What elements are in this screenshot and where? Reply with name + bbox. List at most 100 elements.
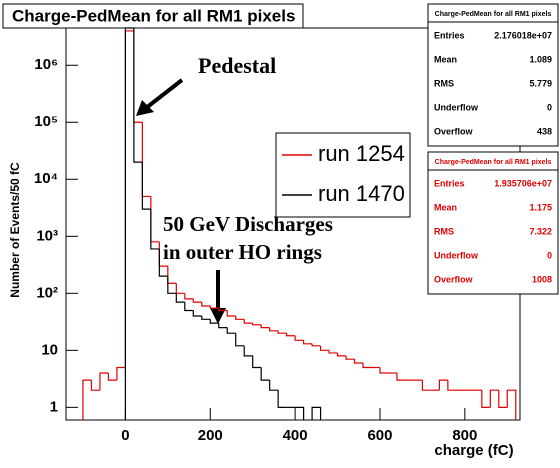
legend-box <box>275 132 411 218</box>
stats-value: 5.779 <box>529 78 552 88</box>
histogram-bin <box>353 359 364 364</box>
stats-value: 2.176018e+07 <box>494 30 552 40</box>
histogram-bin <box>421 380 431 391</box>
histogram-bin <box>235 316 245 320</box>
histogram-bin <box>269 380 279 391</box>
stats-value: 1.089 <box>529 54 552 64</box>
histogram-bin <box>447 380 457 391</box>
histogram-bin <box>124 27 134 420</box>
histogram-bin <box>438 379 448 391</box>
y-tick-label: 10³ <box>36 227 58 244</box>
x-tick-label: 800 <box>452 427 477 444</box>
arrow-head <box>210 308 226 324</box>
histogram-bin <box>90 380 100 391</box>
histogram-bin <box>286 333 296 337</box>
stats-box <box>427 151 559 295</box>
y-tick-label: 1 <box>50 398 58 415</box>
y-axis-label: Number of Events/50 fC <box>8 162 22 298</box>
stats-box <box>427 3 559 147</box>
histogram-bin <box>260 324 270 329</box>
y-tick-label: 10² <box>36 284 58 301</box>
histogram-bin <box>184 302 194 312</box>
chart-title: Charge-PedMean for all RM1 pixels <box>12 6 295 25</box>
stats-label: Overflow <box>434 274 474 284</box>
histogram-bin <box>133 28 143 163</box>
stats-value: 1.175 <box>529 202 552 212</box>
histogram-bin <box>362 362 372 369</box>
arrow <box>144 78 184 110</box>
legend-label: run 1470 <box>318 181 405 206</box>
histogram-bin <box>498 390 508 408</box>
histogram-bin <box>116 366 126 381</box>
stats-value: 438 <box>537 126 552 136</box>
histogram-bin <box>175 283 185 294</box>
histogram-bin <box>252 323 262 326</box>
histogram-bin <box>328 350 338 354</box>
histogram-bin <box>260 367 270 381</box>
y-tick-label: 10⁵ <box>34 113 58 130</box>
histogram-bin <box>269 327 279 332</box>
stats-label: Underflow <box>434 102 479 112</box>
x-tick-label: 600 <box>367 427 392 444</box>
stats-value: 1008 <box>532 274 552 284</box>
y-tick-label: 10⁴ <box>34 170 58 187</box>
histogram-bin <box>295 406 305 420</box>
histogram-bin <box>489 389 499 408</box>
histogram-bin <box>192 298 202 303</box>
stats-label: Mean <box>434 54 457 64</box>
histogram-bin <box>303 340 313 345</box>
histogram-bin <box>226 327 236 334</box>
histogram-bin <box>311 343 321 347</box>
stats-label: Underflow <box>434 250 479 260</box>
arrow-head <box>136 100 154 116</box>
histogram-bin <box>184 293 194 300</box>
histogram-bin <box>294 335 304 341</box>
histogram-bin <box>506 389 517 420</box>
histogram-bin <box>345 355 355 360</box>
stats-value: 7.322 <box>529 226 552 236</box>
annotation: in outer HO rings <box>163 240 322 264</box>
histogram-bin <box>167 276 177 294</box>
histogram-bin <box>336 352 347 357</box>
histogram-bin <box>481 390 491 408</box>
stats-label: RMS <box>434 226 454 236</box>
histogram-bin <box>209 319 219 324</box>
histogram-bin <box>82 379 92 420</box>
annotation: Pedestal <box>198 53 276 78</box>
stats-value: 0 <box>547 250 552 260</box>
histogram-bin <box>201 302 211 307</box>
histogram-bin <box>192 310 202 317</box>
stats-title: Charge-PedMean for all RM1 pixels <box>435 11 552 18</box>
series <box>124 27 322 420</box>
histogram-bin <box>252 355 262 369</box>
stats-label: RMS <box>434 78 454 88</box>
histogram-bin <box>319 345 330 351</box>
stats-value: 1.935706e+07 <box>494 178 552 188</box>
stats-label: Entries <box>434 30 465 40</box>
x-tick-label: 0 <box>121 427 129 444</box>
histogram-bin <box>379 367 389 374</box>
x-tick-label: 400 <box>283 427 308 444</box>
histogram-bin <box>107 373 117 381</box>
histogram-bin <box>277 390 287 408</box>
title-box <box>2 3 304 29</box>
stats-value: 0 <box>547 102 552 112</box>
histogram-bin <box>226 310 236 317</box>
stats-label: Mean <box>434 202 457 212</box>
histogram-bin <box>175 293 185 303</box>
histogram-bin <box>243 319 253 324</box>
histogram-bin <box>201 316 211 320</box>
stats-title: Charge-PedMean for all RM1 pixels <box>435 159 552 166</box>
histogram-bin <box>277 330 287 334</box>
x-tick-label: 200 <box>198 427 223 444</box>
histogram-bin <box>209 305 219 309</box>
histogram-bin <box>218 308 228 312</box>
histogram-bin <box>99 372 109 391</box>
histogram-bin <box>243 345 253 357</box>
histogram-bin <box>141 162 151 210</box>
histogram-bin <box>218 323 228 329</box>
y-tick-label: 10⁶ <box>34 56 58 73</box>
x-axis-label: charge (fC) <box>434 442 513 459</box>
stats-label: Entries <box>434 178 465 188</box>
